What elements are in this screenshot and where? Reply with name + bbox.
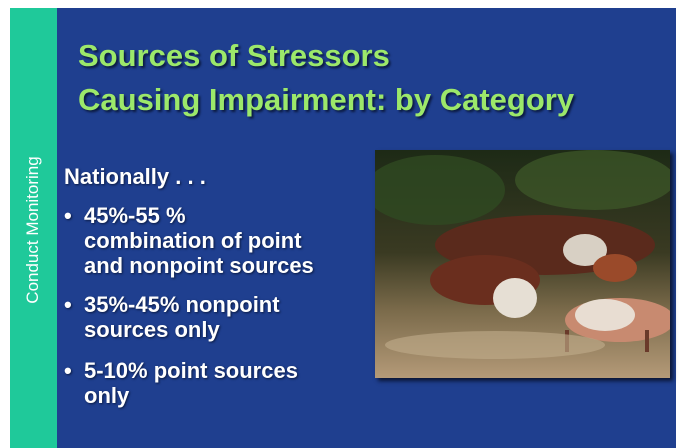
- bullet-marker: •: [64, 292, 72, 317]
- bullet-text: 35%-45% nonpoint: [64, 292, 280, 317]
- bullet-text: 45%-55 %: [64, 203, 314, 228]
- bullet-text: and nonpoint sources: [64, 253, 314, 278]
- bullet-text: sources only: [64, 317, 280, 342]
- bullet-marker: •: [64, 203, 72, 228]
- photo: [375, 150, 670, 378]
- title-line: Sources of Stressors: [78, 38, 390, 74]
- bullet-text: 5-10% point sources: [64, 358, 298, 383]
- sidebar-label: Conduct Monitoring: [23, 156, 43, 303]
- bullet-text: only: [64, 383, 298, 408]
- slide: {"sidebar_label": "Conduct Monitoring", …: [0, 0, 684, 448]
- intro-text: Nationally . . .: [64, 164, 206, 190]
- bullet-text: combination of point: [64, 228, 314, 253]
- bullet-marker: •: [64, 358, 72, 383]
- title-line: Causing Impairment: by Category: [78, 82, 574, 118]
